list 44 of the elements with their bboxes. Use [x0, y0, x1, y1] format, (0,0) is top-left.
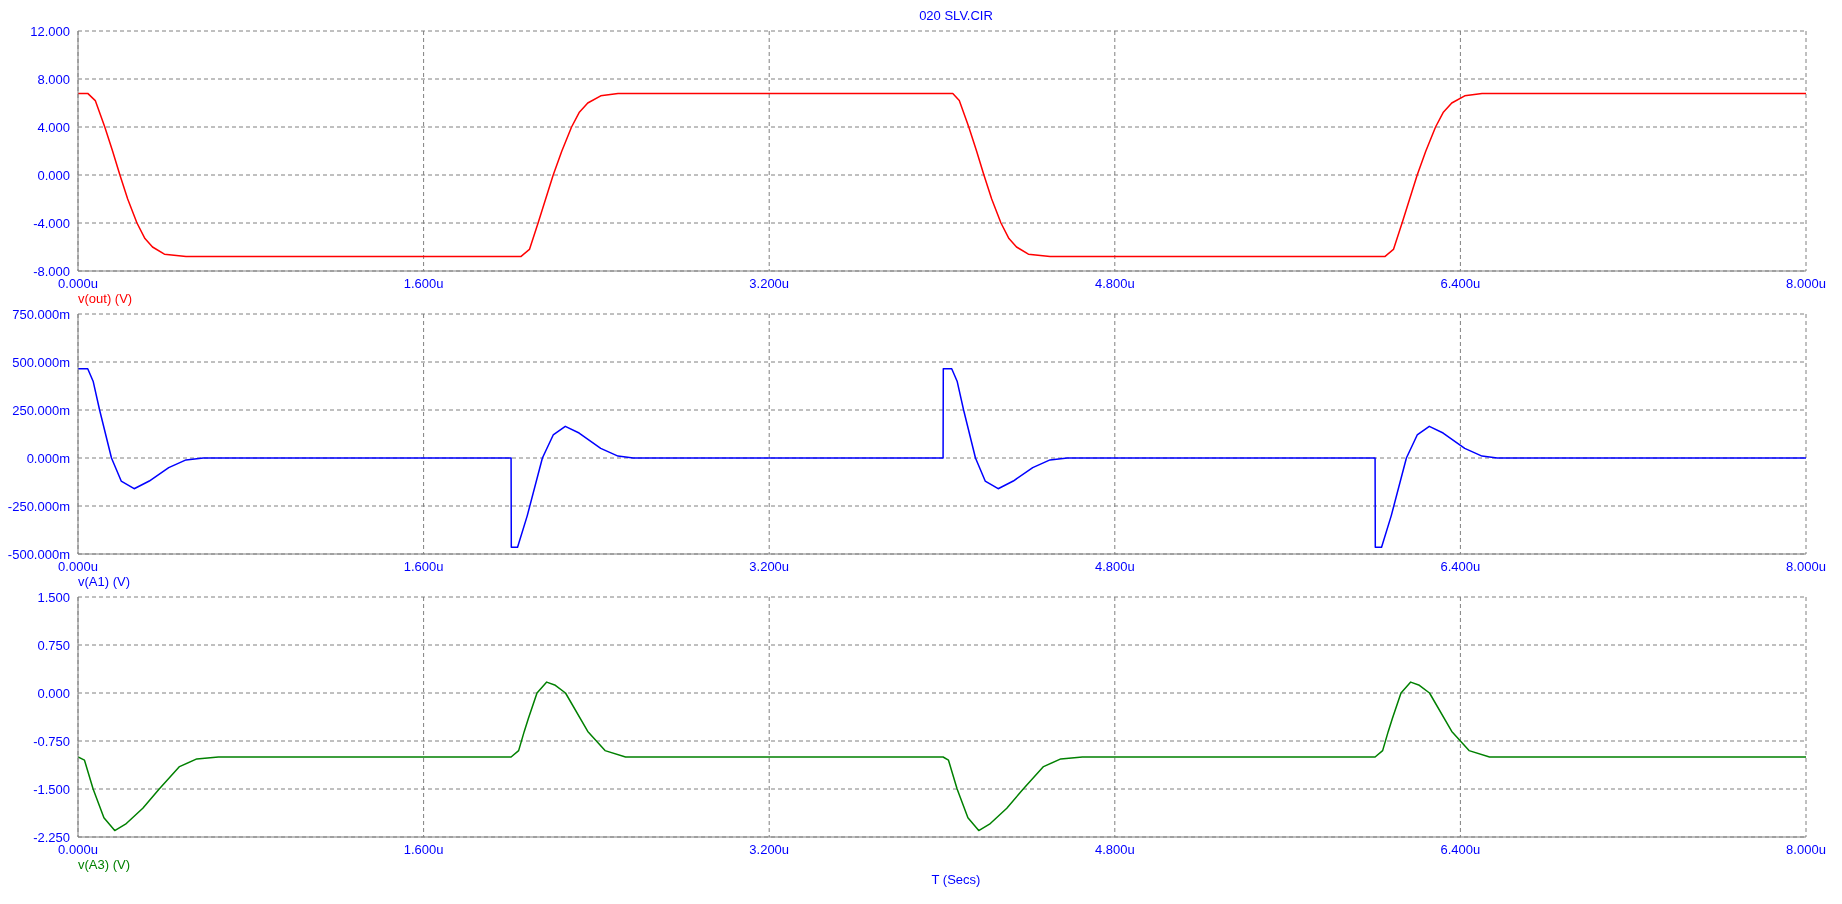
x-tick-label: 4.800u: [1094, 276, 1135, 292]
y-tick-label: 500.000m: [12, 354, 70, 370]
y-tick-label: 8.000: [37, 71, 70, 87]
x-tick-label: 6.400u: [1440, 842, 1481, 858]
text: v(out) (V): [78, 291, 133, 306]
y-tick-label: 0.750: [37, 637, 70, 653]
x-tick-label: 6.400u: [1440, 559, 1481, 575]
x-tick-label: 8.000u: [1786, 842, 1826, 858]
x-tick-label: 0.000u: [58, 842, 98, 858]
y-tick-label: 0.000: [37, 167, 70, 183]
line-series: [78, 681, 1806, 832]
y-tick-label: 12.000: [30, 23, 70, 39]
chart-title: 020 SLV.CIR: [918, 8, 994, 23]
x-tick-label: 1.600u: [403, 276, 444, 292]
x-tick-label: 8.000u: [1786, 276, 1826, 292]
y-tick-label: -2.250: [33, 829, 70, 845]
y-tick-label: -500.000m: [7, 546, 70, 562]
y-tick-label: -4.000: [33, 215, 70, 231]
y-tick-label: 250.000m: [12, 402, 70, 418]
line-series: [78, 92, 1806, 258]
y-tick-label: 4.000: [37, 119, 70, 135]
y-tick-label: 0.000m: [26, 450, 70, 466]
y-tick-label: -1.500: [33, 781, 70, 797]
line-series: [78, 367, 1806, 549]
x-tick-label: 4.800u: [1094, 842, 1135, 858]
y-tick-label: 1.500: [37, 589, 70, 605]
y-tick-label: -0.750: [33, 733, 70, 749]
text: v(A1) (V): [78, 574, 130, 589]
x-tick-label: 0.000u: [58, 559, 98, 575]
x-tick-label: 6.400u: [1440, 276, 1481, 292]
y-tick-label: 0.000: [37, 685, 70, 701]
x-tick-label: 8.000u: [1786, 559, 1826, 575]
x-tick-label: 1.600u: [403, 559, 444, 575]
x-axis-title: T (Secs): [930, 872, 982, 887]
x-tick-label: 1.600u: [403, 842, 444, 858]
x-tick-label: 3.200u: [749, 559, 790, 575]
x-tick-label: 3.200u: [749, 842, 790, 858]
y-tick-label: -8.000: [33, 263, 70, 279]
x-tick-label: 3.200u: [749, 276, 790, 292]
x-tick-label: 0.000u: [58, 276, 98, 292]
x-tick-label: 4.800u: [1094, 559, 1135, 575]
y-tick-label: -250.000m: [7, 498, 70, 514]
text: v(A3) (V): [78, 857, 130, 872]
y-tick-label: 750.000m: [12, 306, 70, 322]
